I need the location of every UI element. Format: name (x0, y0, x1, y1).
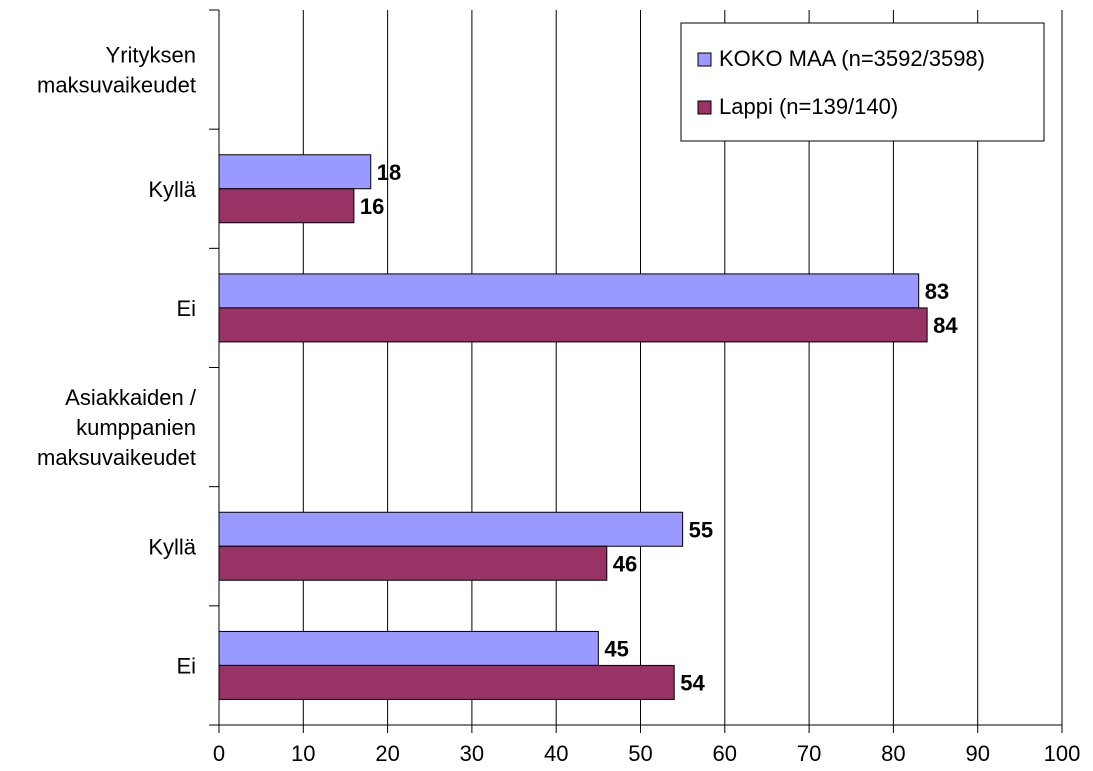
x-tick-label: 0 (213, 741, 225, 766)
bar (218, 273, 920, 309)
x-tick-label: 70 (797, 741, 821, 766)
data-label: 18 (377, 160, 401, 185)
bar (218, 188, 355, 224)
legend-swatch (697, 100, 712, 115)
legend-box (680, 22, 1045, 142)
x-tick-label: 50 (628, 741, 652, 766)
data-label: 16 (360, 194, 384, 219)
category-label: Ei (176, 296, 196, 321)
data-label: 45 (604, 636, 628, 661)
category-label: Kyllä (148, 534, 196, 559)
x-tick-labels: 0 10 20 30 40 50 60 70 80 90 100 (213, 741, 1080, 766)
x-tick-label: 40 (544, 741, 568, 766)
axes (209, 9, 1063, 733)
data-label: 55 (689, 517, 713, 542)
legend-label: KOKO MAA (n=3592/3598) (719, 46, 985, 71)
data-label: 84 (933, 313, 958, 338)
data-label: 83 (925, 279, 949, 304)
bar (218, 664, 675, 700)
category-labels: Yrityksen maksuvaikeudet Kyllä Ei Asiakkaide… (37, 43, 197, 679)
bar (218, 154, 372, 190)
bar (218, 511, 684, 547)
bar (218, 630, 599, 666)
data-labels: 18 16 83 84 55 46 45 54 (360, 160, 958, 696)
x-tick-label: 30 (460, 741, 484, 766)
x-tick-label: 60 (713, 741, 737, 766)
bar (218, 545, 608, 581)
data-label: 46 (613, 551, 637, 576)
category-label: Yrityksen maksuvaikeudet (37, 43, 196, 98)
bars (218, 154, 928, 700)
x-tick-label: 80 (881, 741, 905, 766)
category-label: Asiakkaiden / kumppanien maksuvaikeudet (37, 385, 197, 470)
x-tick-label: 10 (291, 741, 315, 766)
bar (218, 307, 928, 343)
x-tick-label: 90 (965, 741, 989, 766)
legend-swatch (697, 52, 712, 67)
category-label: Ei (176, 653, 196, 678)
data-label: 54 (680, 670, 705, 695)
legend: KOKO MAA (n=3592/3598) Lappi (n=139/140) (680, 22, 1045, 142)
category-label: Kyllä (148, 177, 196, 202)
x-tick-label: 100 (1044, 741, 1081, 766)
x-tick-label: 20 (375, 741, 399, 766)
legend-label: Lappi (n=139/140) (719, 94, 898, 119)
